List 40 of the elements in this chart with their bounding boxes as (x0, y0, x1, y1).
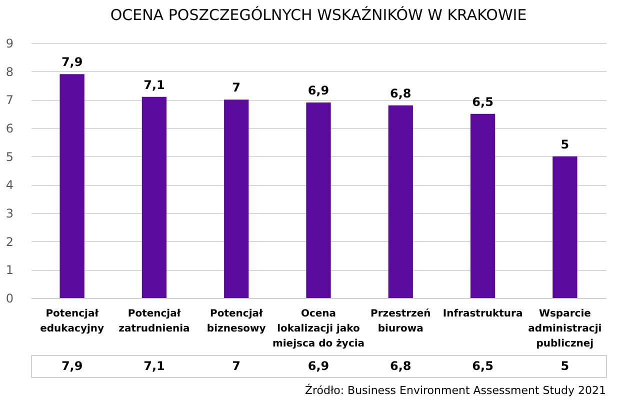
y-tick-label: 8 (6, 64, 14, 79)
x-tick-label: Wsparcie administracji publicznej (528, 308, 602, 350)
x-tick-label: Potencjał edukacyjny (40, 308, 105, 334)
bar (224, 100, 249, 298)
y-tick-label: 7 (6, 93, 14, 108)
text: 7,1 (144, 78, 165, 92)
y-tick-label: 1 (6, 263, 14, 278)
x-tick-label: Przestrzeń biurowa (370, 308, 431, 334)
text: 6,8 (390, 86, 412, 100)
bar (552, 156, 578, 298)
text: 6,9 (308, 84, 330, 98)
data-label: 6,9 (308, 359, 330, 373)
x-tick-label: Ocena lokalizacji jako miejsca do życia (272, 308, 365, 350)
bar (60, 74, 84, 298)
data-label: 5 (560, 359, 570, 373)
y-tick-label: 2 (6, 234, 14, 249)
data-label: 7,9 (61, 359, 83, 373)
chart-title: OCENA POSZCZEGÓLNYCH WSKAŹNIKÓW W KRAKOWIE (110, 6, 527, 24)
bar (470, 114, 496, 298)
bar (388, 105, 413, 298)
text: 7 (232, 80, 241, 95)
y-tick-label: 9 (6, 36, 14, 50)
text: 7,9 (61, 55, 83, 70)
data-label: 7,1 (144, 359, 165, 373)
y-tick-label: 3 (6, 206, 14, 220)
x-tick-label: Potencjał biznesowy (206, 308, 266, 334)
text: 6,5 (472, 94, 494, 109)
data-label: 6,8 (390, 359, 412, 373)
data-label: 7 (232, 359, 241, 373)
x-tick-label: Potencjał zatrudnienia (118, 308, 190, 334)
x-tick-label: Infrastruktura (442, 308, 523, 320)
bar (306, 102, 331, 298)
bar (142, 96, 167, 298)
data-label: 6,5 (472, 359, 494, 373)
y-tick-label: 5 (6, 150, 14, 164)
y-tick-label: 6 (6, 122, 14, 136)
y-tick-label: 0 (6, 292, 14, 306)
text: 5 (560, 137, 570, 152)
y-tick-label: 4 (6, 178, 14, 192)
text: Źródło: Business Environment Assessment Study 2021 (304, 383, 606, 397)
